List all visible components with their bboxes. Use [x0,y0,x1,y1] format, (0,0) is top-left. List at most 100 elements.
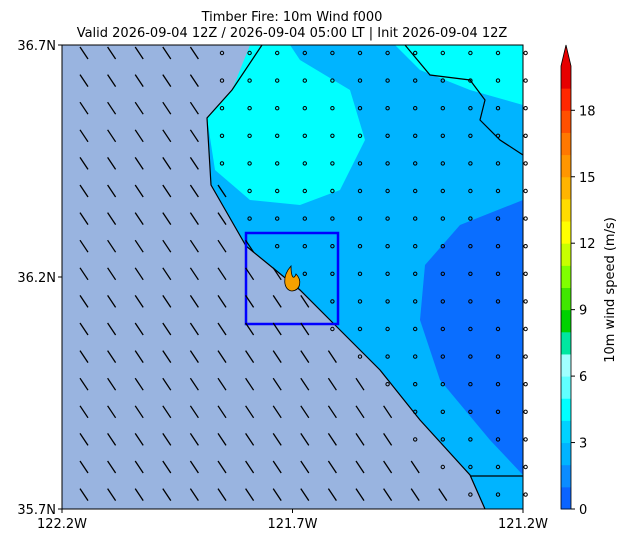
wind-barb [410,488,420,501]
wind-barb [217,267,227,281]
wind-barb [162,212,172,225]
y-tick-label: 36.2N [17,271,56,286]
wind-barb [134,350,144,363]
wind-barb [162,101,172,115]
calm-marker [495,216,501,221]
calm-marker [413,382,418,387]
calm-marker [468,188,473,194]
calm-marker [275,216,280,221]
colorbar-frame [560,44,572,510]
wind-barb [134,295,144,308]
calm-marker [247,188,252,194]
calm-marker [495,299,501,304]
wind-barb [327,377,337,391]
calm-marker [302,216,307,221]
wind-barb [217,239,227,253]
wind-barb [383,433,393,446]
wind-barb [217,350,227,363]
calm-marker [219,161,225,166]
calm-marker [330,161,335,166]
colorbar-bin [561,287,571,311]
wind-barb [272,377,282,391]
calm-marker [468,299,473,304]
wind-barb [79,295,89,308]
calm-marker [523,299,528,304]
wind-barb [272,460,282,474]
colorbar-label: 10m wind speed (m/s) [603,217,618,363]
wind-barb [189,295,199,308]
wind-barb [245,322,255,336]
calm-marker [219,106,225,111]
calm-marker [440,409,445,414]
x-tick-label: 121.2W [498,517,548,532]
calm-marker [330,50,335,56]
wind-barb [300,377,310,391]
calm-marker [357,354,363,359]
wind-barb [189,322,199,336]
wind-barb [134,322,144,336]
calm-marker [357,244,363,249]
wind-barb [107,101,117,115]
wind-barb [162,295,172,308]
wind-barb [383,488,393,501]
wind-barb [134,267,144,281]
calm-marker [385,161,390,166]
wind-barb [134,460,144,474]
wind-barb [272,322,282,336]
wind-barb [355,460,365,474]
calm-marker [385,271,390,276]
wind-barb [79,433,89,446]
calm-marker [385,78,390,83]
calm-marker [275,244,280,249]
calm-marker [468,409,473,414]
colorbar-bin [561,464,571,488]
wind-barb [107,157,117,170]
wind-barb [189,350,199,363]
wind-barb [134,405,144,419]
wind-barb [327,488,337,501]
calm-marker [275,50,280,56]
wind-barb [107,184,117,198]
wind-barb [162,405,172,419]
wind-barb [162,239,172,253]
calm-marker [247,133,252,139]
colorbar-bin [561,398,571,421]
colorbar-bin [561,442,571,466]
colorbar-bin [561,353,571,377]
colorbar-bin [561,265,571,288]
wind-barb [79,74,89,87]
wind-barb [189,267,199,281]
wind-barb [189,101,199,115]
wind-barb [355,405,365,419]
calm-marker [357,271,363,276]
calm-marker [468,50,473,56]
calm-marker [523,492,528,497]
wind-barb [383,460,393,474]
x-tick-label: 121.7W [267,517,317,532]
calm-marker [523,78,528,83]
wind-barb [134,157,144,170]
calm-marker [413,78,418,83]
calm-marker [468,354,473,359]
calm-marker [385,216,390,221]
wind-barb [245,295,255,308]
calm-marker [385,326,390,332]
wind-barb [217,377,227,391]
calm-marker [523,326,528,332]
wind-barb [245,350,255,363]
calm-marker [413,326,418,332]
wind-barb [217,460,227,474]
calm-marker [413,354,418,359]
wind-barb [107,488,117,501]
wind-barb [162,322,172,336]
calm-marker [385,106,390,111]
colorbar: 0 3 6 9 12 15 18 [560,44,596,518]
wind-barb [134,488,144,501]
wind-barb [272,488,282,501]
calm-marker [302,244,307,249]
calm-marker [275,188,280,194]
wind-barb [162,74,172,87]
wind-barb [300,488,310,501]
wind-barb [189,377,199,391]
calm-marker [468,244,473,249]
